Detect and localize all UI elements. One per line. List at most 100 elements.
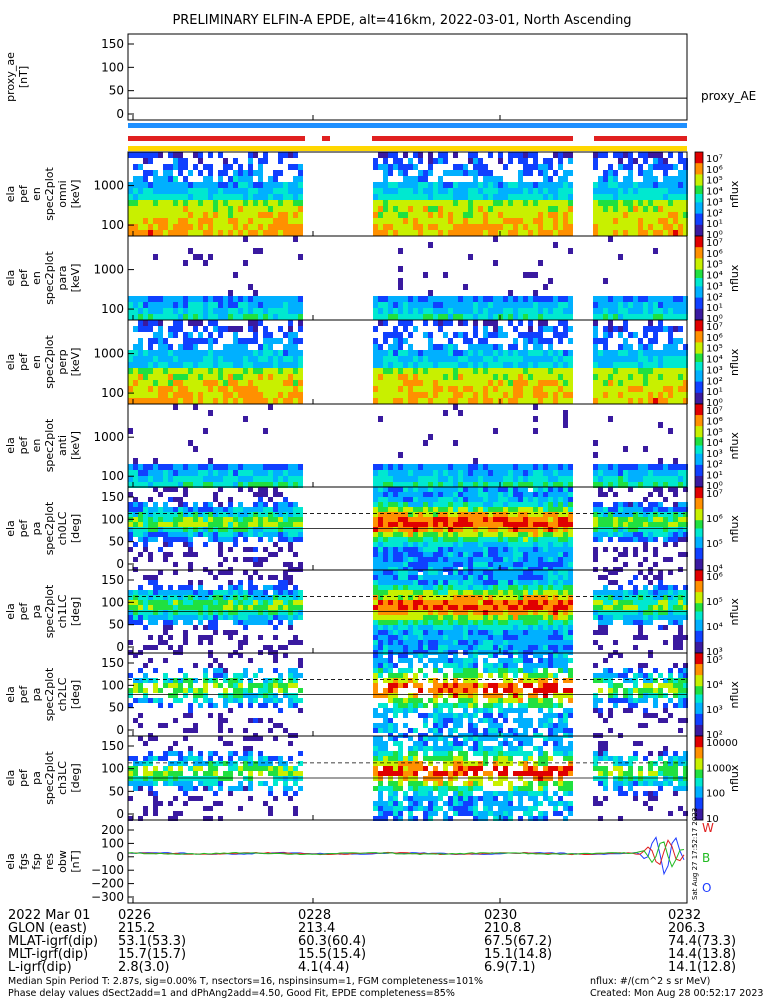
cell [448,522,453,527]
cell [383,615,388,620]
cell [498,517,503,522]
cell [623,164,628,170]
cell [643,188,648,194]
cell [468,517,473,522]
cell [673,512,678,517]
colorbar-tick-label: 10⁵ [706,539,723,550]
cell [498,158,503,164]
cell [248,615,253,620]
cell [418,507,423,512]
cell [283,497,288,502]
cell [198,308,203,314]
cell [638,512,643,517]
cell [558,188,563,194]
cell [598,218,603,224]
cell [543,380,548,386]
cell [633,356,638,362]
cell [258,344,263,350]
cell [178,368,183,374]
cell [278,218,283,224]
cell [443,332,448,338]
cell [143,296,148,302]
cell [198,605,203,610]
cell [523,308,528,314]
cell [478,182,483,188]
cell [158,356,163,362]
colorbar-cell [695,434,703,438]
cell [158,590,163,595]
y-tick-label: 100 [101,512,124,526]
cell [538,512,543,517]
cell [493,398,498,404]
cell [243,260,248,266]
cell [178,507,183,512]
cell [183,200,188,206]
cell [608,416,613,422]
cell [153,224,158,230]
cell [638,482,643,488]
cell [453,470,458,476]
cell [603,392,608,398]
cell [398,164,403,170]
cell [133,527,138,532]
cell [248,326,253,332]
cell [233,194,238,200]
cell [383,464,388,470]
cell [558,398,563,404]
cell [443,512,448,517]
cell [493,188,498,194]
cell [553,368,558,374]
cell [403,497,408,502]
cell [503,224,508,230]
cell [213,527,218,532]
cell [233,182,238,188]
cell [568,350,573,356]
cell [553,242,558,248]
cell [533,158,538,164]
cell [558,492,563,497]
cell [438,492,443,497]
cell [558,522,563,527]
cell [158,230,163,236]
cell [128,428,133,434]
cell [473,158,478,164]
cell [513,182,518,188]
cell [528,182,533,188]
cell [128,522,133,527]
cell [153,398,158,404]
cell [463,398,468,404]
cell [143,476,148,482]
cell [168,326,173,332]
cell [163,557,168,562]
cell [503,497,508,502]
cell [128,532,133,537]
cell [603,182,608,188]
cell [503,314,508,320]
cell [228,585,233,590]
cell [233,212,238,218]
cell [148,314,153,320]
colorbar-cell [695,286,703,290]
cell [438,326,443,332]
cell [268,356,273,362]
cell [178,386,183,392]
cell [153,212,158,218]
cell [408,386,413,392]
cell [638,152,643,158]
cell [493,527,498,532]
cell [158,206,163,212]
cell [598,517,603,522]
cell [478,338,483,344]
cell [683,487,688,492]
cell [498,552,503,557]
cell [433,218,438,224]
cell [178,605,183,610]
cell [148,610,153,615]
cell [563,224,568,230]
cell [503,537,508,542]
cell [228,380,233,386]
cell [613,182,618,188]
cell [453,464,458,470]
cell [273,615,278,620]
colorbar-cell [695,339,703,343]
